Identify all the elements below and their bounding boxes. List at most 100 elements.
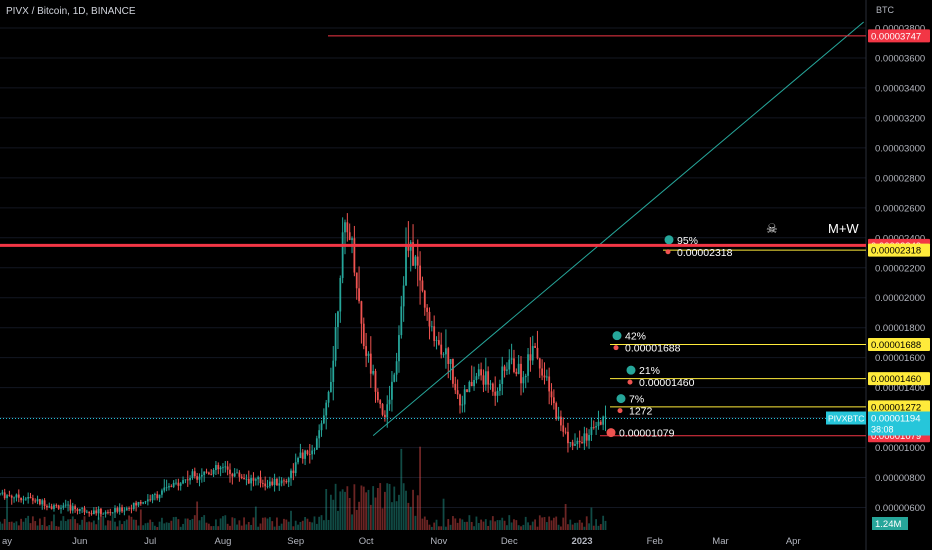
volume-bar <box>0 521 1 530</box>
candle-body <box>503 366 506 371</box>
candle-body <box>595 426 598 428</box>
volume-bar <box>92 520 95 530</box>
candle-body <box>13 497 15 499</box>
candle-body <box>351 238 353 240</box>
volume-bar <box>358 501 360 530</box>
volume-bar <box>62 516 65 530</box>
candle-body <box>344 222 346 233</box>
candle-body <box>581 442 583 444</box>
volume-bar <box>276 517 278 530</box>
volume-bar <box>531 521 534 530</box>
price-level-value: 0.00003747 <box>871 31 921 42</box>
volume-bar <box>466 521 468 530</box>
volume-bar <box>517 525 520 530</box>
candle-body <box>433 326 436 341</box>
volume-bar <box>198 520 201 530</box>
candle-body <box>560 416 562 426</box>
candle-body <box>64 504 67 506</box>
volume-bar <box>299 521 302 530</box>
volume-bar <box>64 521 67 530</box>
candle-body <box>261 483 264 484</box>
volume-bar <box>292 526 295 530</box>
volume-bar <box>163 523 166 530</box>
candle-body <box>24 498 27 500</box>
volume-bar <box>153 525 156 530</box>
candle-body <box>250 478 253 484</box>
candle-body <box>31 498 34 501</box>
volume-bar <box>602 515 605 530</box>
candle-body <box>100 508 102 514</box>
volume-bar <box>543 517 546 530</box>
candle-body <box>407 244 410 251</box>
volume-bar <box>339 491 342 530</box>
volume-bar <box>128 515 130 530</box>
candle-body <box>508 359 511 370</box>
candle-body <box>578 440 581 443</box>
volume-bar <box>484 519 487 530</box>
volume-bar <box>193 515 196 530</box>
volume-bar <box>175 516 177 530</box>
candle-body <box>564 431 567 433</box>
volume-bar <box>212 526 215 530</box>
volume-bar <box>236 524 238 530</box>
volume-bar <box>304 517 306 530</box>
y-tick-label: 0.00000800 <box>875 473 925 484</box>
candle-body <box>236 472 238 474</box>
candle-body <box>20 497 23 501</box>
candle-body <box>247 478 250 484</box>
candle-body <box>379 400 382 405</box>
y-tick-label: 0.00003600 <box>875 53 925 64</box>
candle-body <box>550 391 553 398</box>
stop-marker-icon <box>606 428 616 438</box>
volume-bar <box>475 516 478 530</box>
candle-body <box>299 452 302 459</box>
candle-body <box>109 512 112 513</box>
volume-bar <box>421 518 424 530</box>
volume-bar <box>456 522 459 530</box>
volume-bar <box>409 506 412 530</box>
candle-body <box>330 381 332 392</box>
candle-body <box>339 277 342 312</box>
candle-body <box>116 508 119 512</box>
target-price: 0.00002318 <box>677 247 733 259</box>
target-percent: 42% <box>625 331 646 343</box>
x-tick-label: Dec <box>501 536 518 547</box>
candle-body <box>365 346 368 356</box>
candle-body <box>491 383 494 392</box>
price-level-value: 0.00001688 <box>871 340 921 351</box>
candle-body <box>475 376 478 381</box>
volume-bar <box>569 519 572 530</box>
volume-bar <box>416 495 419 530</box>
candle-body <box>545 376 548 378</box>
volume-bar <box>114 521 116 530</box>
candle-body <box>287 478 290 483</box>
price-level-value: 0.00002318 <box>871 246 921 257</box>
candle-body <box>529 354 532 361</box>
volume-bar <box>588 523 590 530</box>
candle-body <box>88 511 91 514</box>
candle-body <box>168 486 170 488</box>
volume-bar <box>294 520 297 530</box>
volume-bar <box>168 522 170 530</box>
candle-body <box>92 510 95 515</box>
candle-body <box>144 501 147 503</box>
volume-bar <box>501 517 504 530</box>
volume-bar <box>400 448 403 530</box>
candle-body <box>85 511 88 513</box>
volume-bar <box>41 524 44 530</box>
candle-body <box>156 494 159 499</box>
volume-bar <box>376 487 379 530</box>
candle-body <box>257 477 260 480</box>
price-level-tag <box>868 372 930 386</box>
volume-bar <box>280 523 283 530</box>
candle-body <box>48 506 51 508</box>
candle-body <box>477 369 480 377</box>
volume-bar <box>177 519 180 530</box>
candle-body <box>576 440 579 445</box>
volume-bar <box>74 519 77 530</box>
volume-bar <box>348 498 351 530</box>
candle-body <box>219 467 222 470</box>
volume-bar <box>102 515 105 530</box>
volume-bar <box>215 519 217 530</box>
